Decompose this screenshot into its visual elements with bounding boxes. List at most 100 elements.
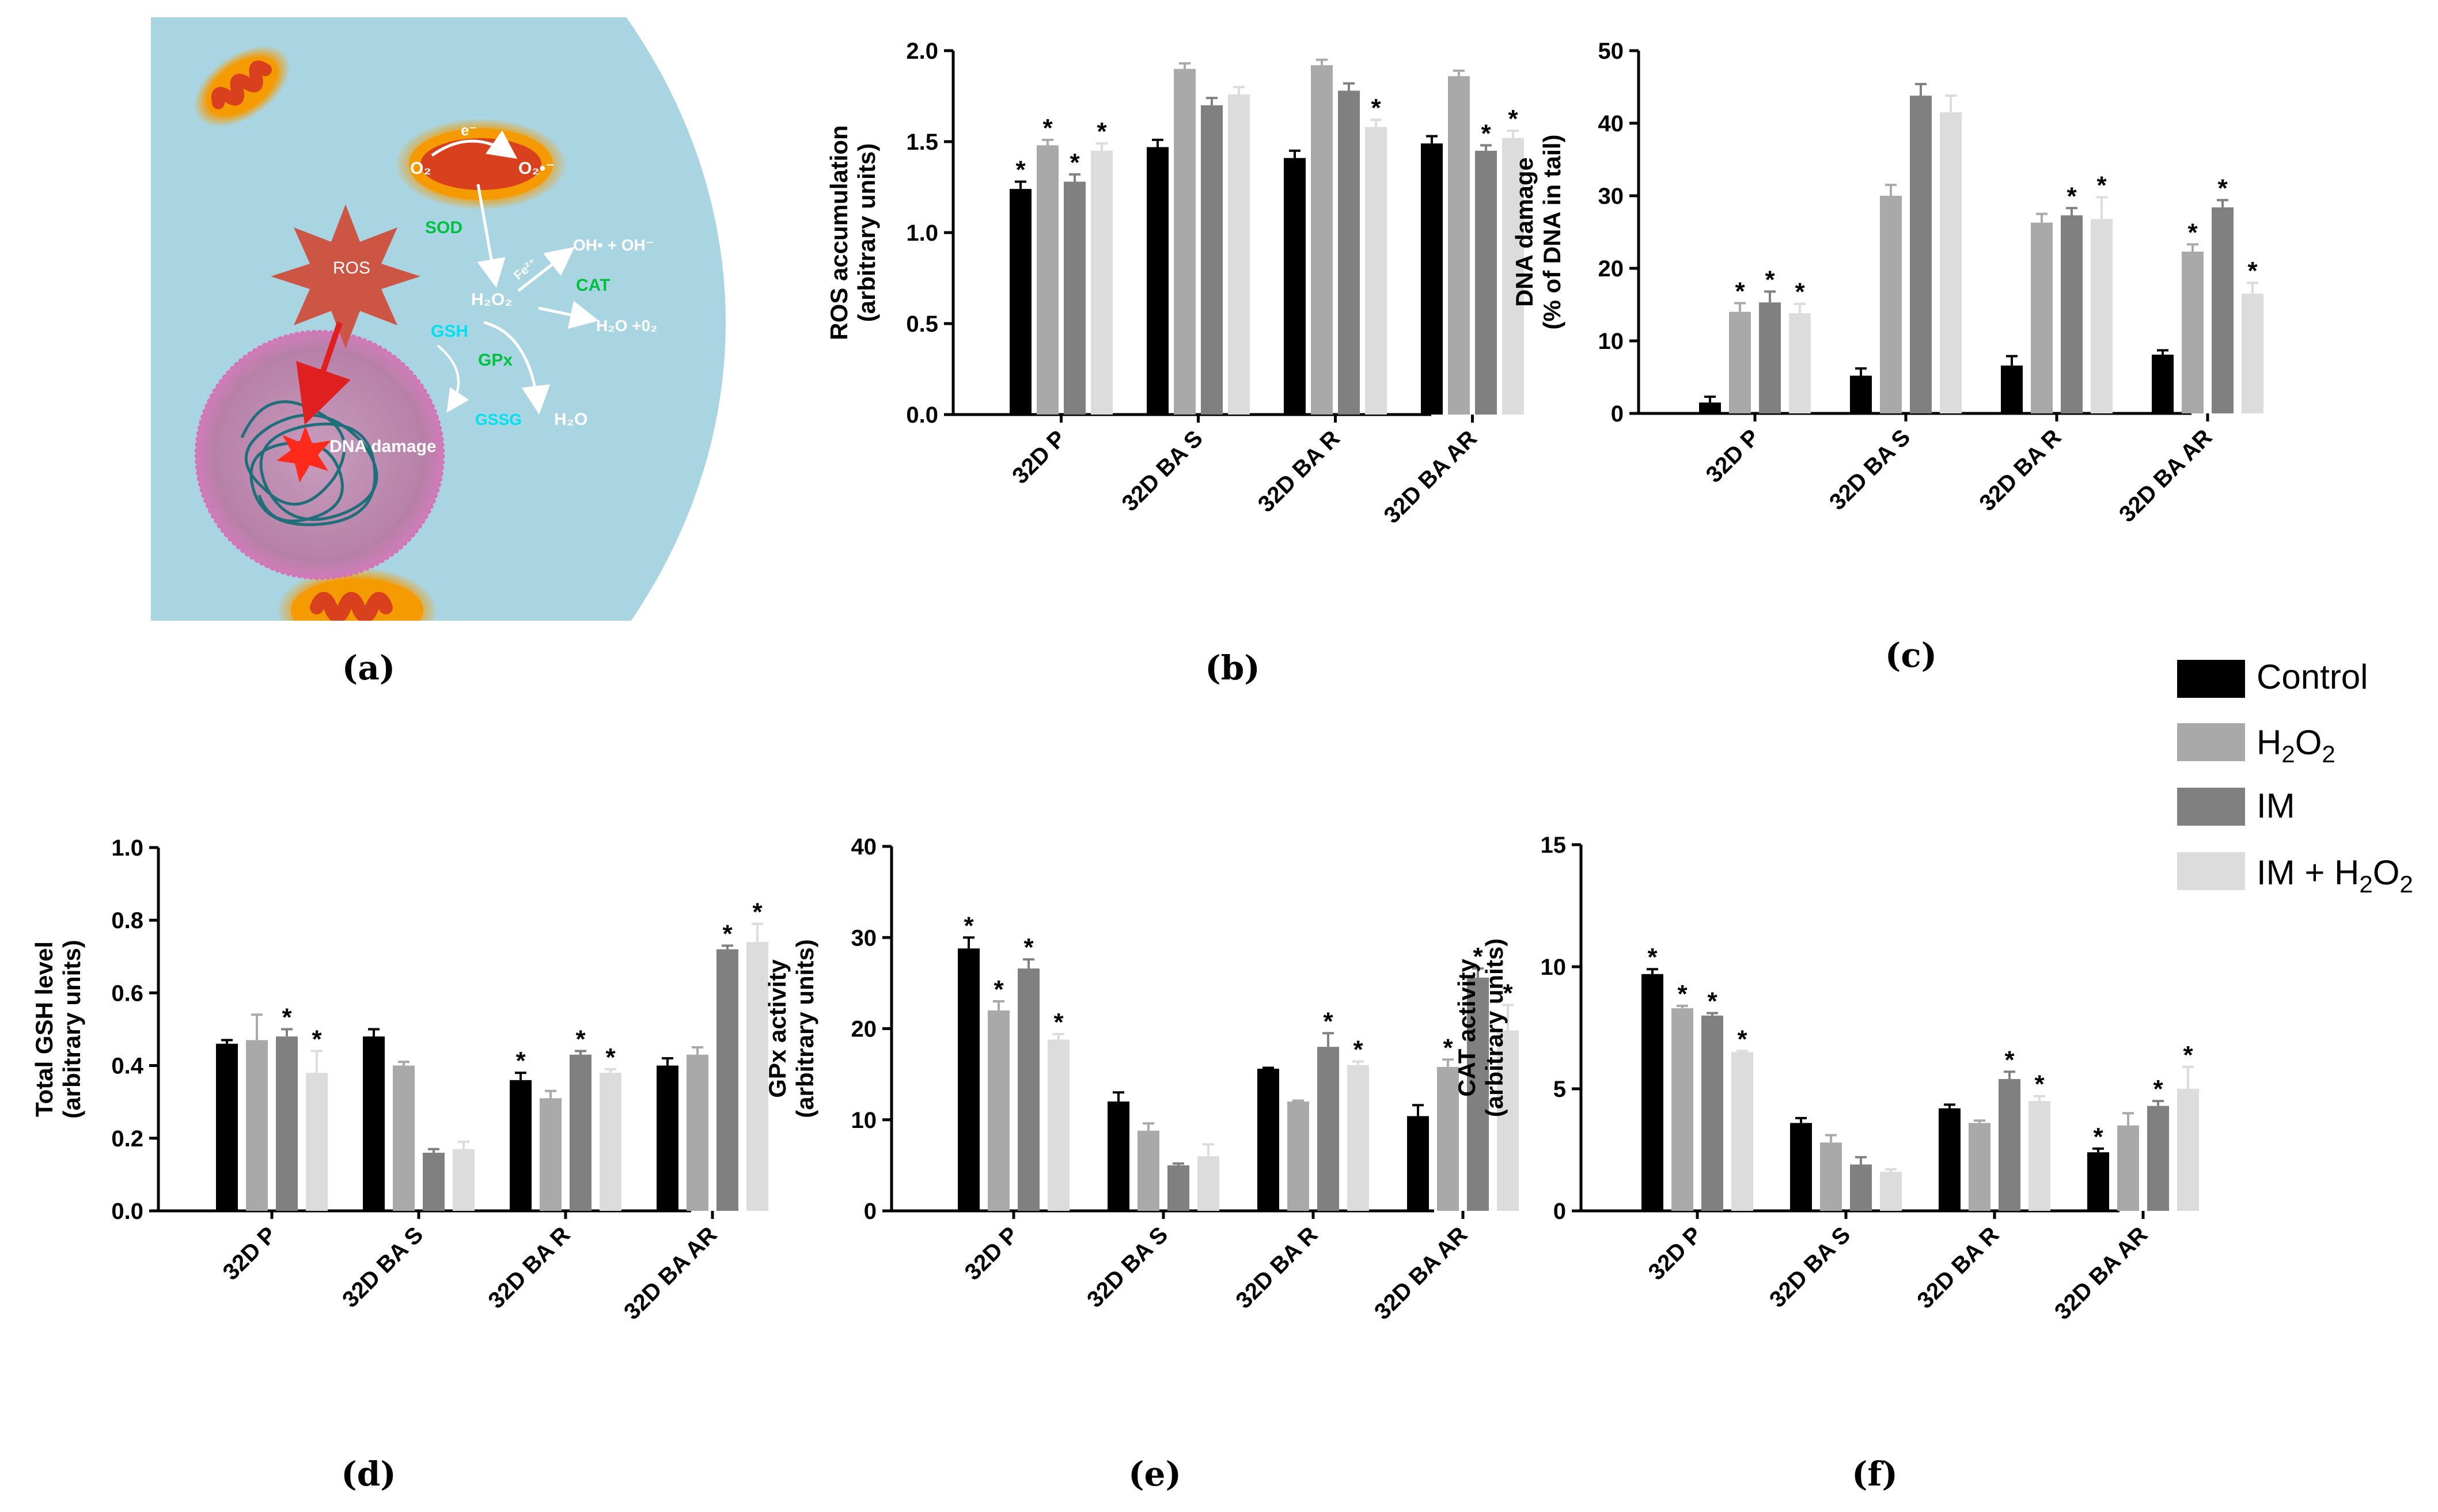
y-tick-label: 40 xyxy=(1598,111,1624,136)
bar xyxy=(216,1043,238,1211)
chart-ros-accumulation: 0.0 0.5 1.0 1.5 2.0 ROS accumulation (arbitrar… xyxy=(825,39,1524,529)
y-axis-subtitle: (arbitrary units) xyxy=(853,143,880,322)
legend-label-im: IM xyxy=(2257,787,2295,825)
legend-label-im-h2o2: IM + H2O2 xyxy=(2257,853,2413,898)
bar xyxy=(510,1080,532,1211)
y-axis-subtitle: (% of DNA in tail) xyxy=(1538,134,1565,329)
y-tick-label: 15 xyxy=(1541,833,1567,858)
significance-marker: * xyxy=(2034,1070,2045,1099)
bar xyxy=(657,1065,678,1211)
electron-arrow xyxy=(431,130,518,159)
bar xyxy=(1820,1142,1842,1211)
bar xyxy=(1338,90,1360,415)
x-category-label: 32D BA AR xyxy=(1379,426,1482,528)
bar xyxy=(2061,215,2083,413)
o2-label: O₂ xyxy=(410,159,431,178)
significance-marker: * xyxy=(2096,172,2107,200)
x-category-label: 32D BA S xyxy=(1082,1222,1173,1312)
y-tick-label: 0.5 xyxy=(906,311,938,337)
bar xyxy=(1284,158,1306,415)
y-tick-label: 0.4 xyxy=(111,1054,143,1079)
y-tick-label: 0.2 xyxy=(111,1126,143,1152)
significance-marker: * xyxy=(1015,156,1026,184)
gpx-label: GPx xyxy=(478,351,513,370)
legend-swatch-im xyxy=(2177,788,2245,826)
significance-marker: * xyxy=(1707,987,1717,1016)
legend: Control H2O2 IM IM + H2O2 xyxy=(2177,658,2413,898)
x-category-label: 32D BA AR xyxy=(619,1222,722,1324)
x-category-label: 32D BA R xyxy=(1231,1222,1322,1313)
significance-marker: * xyxy=(1508,105,1518,133)
x-category-label: 32D BA S xyxy=(1117,426,1207,516)
bar xyxy=(2177,1089,2199,1211)
bar xyxy=(1228,94,1250,415)
h2o2-node-label: H₂O₂ xyxy=(471,290,513,309)
bar xyxy=(2091,219,2113,413)
y-tick-label: 20 xyxy=(851,1017,877,1042)
significance-marker: * xyxy=(1042,114,1053,142)
bar xyxy=(1969,1123,1990,1211)
y-tick-label: 0 xyxy=(864,1199,877,1224)
y-tick-label: 0 xyxy=(1553,1199,1566,1224)
bar xyxy=(363,1036,385,1211)
bar xyxy=(453,1149,475,1211)
y-tick-label: 1.5 xyxy=(906,130,938,155)
significance-marker: * xyxy=(312,1025,322,1053)
significance-marker: * xyxy=(1473,943,1483,971)
significance-marker: * xyxy=(1443,1034,1453,1062)
y-axis-title: GPx activity xyxy=(764,959,791,1098)
bar xyxy=(1759,302,1781,413)
significance-marker: * xyxy=(2183,1041,2193,1069)
bar xyxy=(1108,1101,1129,1211)
bar xyxy=(1731,1052,1753,1211)
bar xyxy=(1138,1130,1159,1211)
bar xyxy=(1467,977,1489,1211)
gsh-to-gssg-arrow xyxy=(437,344,469,413)
bar xyxy=(423,1153,445,1211)
bar xyxy=(1880,1172,1902,1211)
cat-arrow xyxy=(538,301,599,329)
bar xyxy=(1091,150,1113,415)
y-tick-label: 0.8 xyxy=(111,908,143,933)
x-category-label: 32D BA R xyxy=(1253,426,1345,517)
legend-label-control: Control xyxy=(2257,658,2368,696)
significance-marker: * xyxy=(575,1025,586,1053)
superoxide-label: O₂•⁻ xyxy=(518,159,555,178)
ros-star xyxy=(271,204,420,348)
bar xyxy=(1167,1165,1189,1211)
gsh-label: GSH xyxy=(431,322,468,341)
significance-marker: * xyxy=(722,920,733,948)
bar xyxy=(1311,65,1333,415)
y-tick-label: 10 xyxy=(1598,329,1624,354)
x-category-label: 32D P xyxy=(1644,1222,1707,1285)
bar xyxy=(1347,1065,1369,1211)
mitochondrion-top-left xyxy=(194,45,290,127)
x-category-label: 32D BA AR xyxy=(2050,1222,2152,1324)
bar xyxy=(2087,1152,2109,1211)
bar xyxy=(1699,402,1721,413)
y-tick-label: 30 xyxy=(851,925,877,951)
bar xyxy=(1910,96,1932,413)
bar xyxy=(1048,1039,1070,1211)
bar xyxy=(1147,147,1169,415)
bar xyxy=(2242,294,2263,413)
y-tick-label: 1.0 xyxy=(111,835,143,861)
bar xyxy=(1999,1079,2020,1211)
bar xyxy=(1502,138,1524,415)
bar xyxy=(1497,1030,1519,1211)
bar xyxy=(2212,207,2234,413)
x-category-label: 32D P xyxy=(960,1222,1023,1285)
y-axis-subtitle: (arbitrary units) xyxy=(791,939,818,1118)
significance-marker: * xyxy=(1677,980,1688,1008)
nucleus xyxy=(195,330,445,580)
y-tick-label: 30 xyxy=(1598,184,1624,209)
bar xyxy=(1850,1164,1872,1211)
y-axis-title: CAT activity xyxy=(1453,959,1480,1097)
legend-label-h2o2: H2O2 xyxy=(2257,723,2335,768)
significance-marker: * xyxy=(2247,257,2258,285)
significance-marker: * xyxy=(515,1047,526,1075)
x-category-label: 32D BA S xyxy=(338,1222,428,1312)
significance-marker: * xyxy=(605,1043,616,1072)
significance-marker: * xyxy=(1503,979,1513,1007)
bar xyxy=(1790,1123,1812,1211)
